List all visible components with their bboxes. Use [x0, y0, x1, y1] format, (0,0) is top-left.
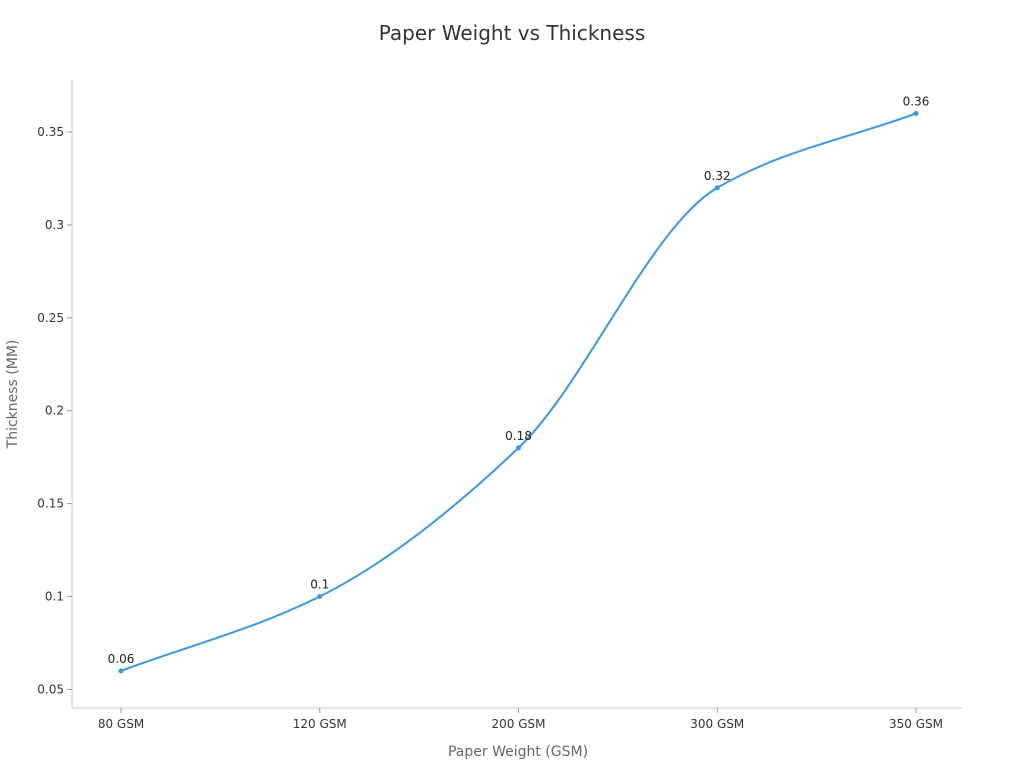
data-label: 0.18: [505, 429, 532, 443]
data-point[interactable]: [118, 668, 124, 674]
y-axis-title: Thickness (MM): [5, 340, 21, 450]
x-tick-label: 80 GSM: [98, 717, 144, 731]
x-axis-ticks: 80 GSM 120 GSM 200 GSM 300 GSM 350 GSM: [98, 708, 943, 731]
data-point[interactable]: [516, 445, 521, 451]
y-tick-label: 0.15: [37, 497, 64, 511]
data-label: 0.32: [704, 169, 731, 183]
data-label: 0.1: [310, 578, 329, 592]
data-label: 0.06: [108, 652, 135, 666]
x-tick-label: 120 GSM: [293, 717, 347, 731]
x-axis-title: Paper Weight (GSM): [448, 744, 588, 760]
y-tick-label: 0.25: [37, 311, 64, 325]
y-tick-label: 0.2: [45, 404, 64, 418]
data-point[interactable]: [317, 594, 323, 600]
chart-title: Paper Weight vs Thickness: [379, 21, 646, 45]
x-tick-label: 200 GSM: [492, 717, 546, 731]
data-label: 0.36: [903, 94, 930, 108]
series-line: [120, 112, 917, 672]
y-tick-label: 0.1: [45, 590, 64, 604]
data-labels: 0.06 0.1 0.18 0.32 0.36: [108, 94, 930, 665]
y-tick-label: 0.3: [45, 218, 64, 232]
y-tick-label: 0.35: [37, 125, 64, 139]
data-point[interactable]: [913, 110, 919, 116]
x-tick-label: 300 GSM: [690, 717, 744, 731]
data-point[interactable]: [714, 185, 720, 191]
y-tick-label: 0.05: [37, 682, 64, 696]
series-layer: [118, 110, 919, 674]
y-axis-ticks: 0.05 0.1 0.15 0.2 0.25 0.3 0.35: [37, 125, 72, 696]
x-tick-label: 350 GSM: [889, 717, 943, 731]
